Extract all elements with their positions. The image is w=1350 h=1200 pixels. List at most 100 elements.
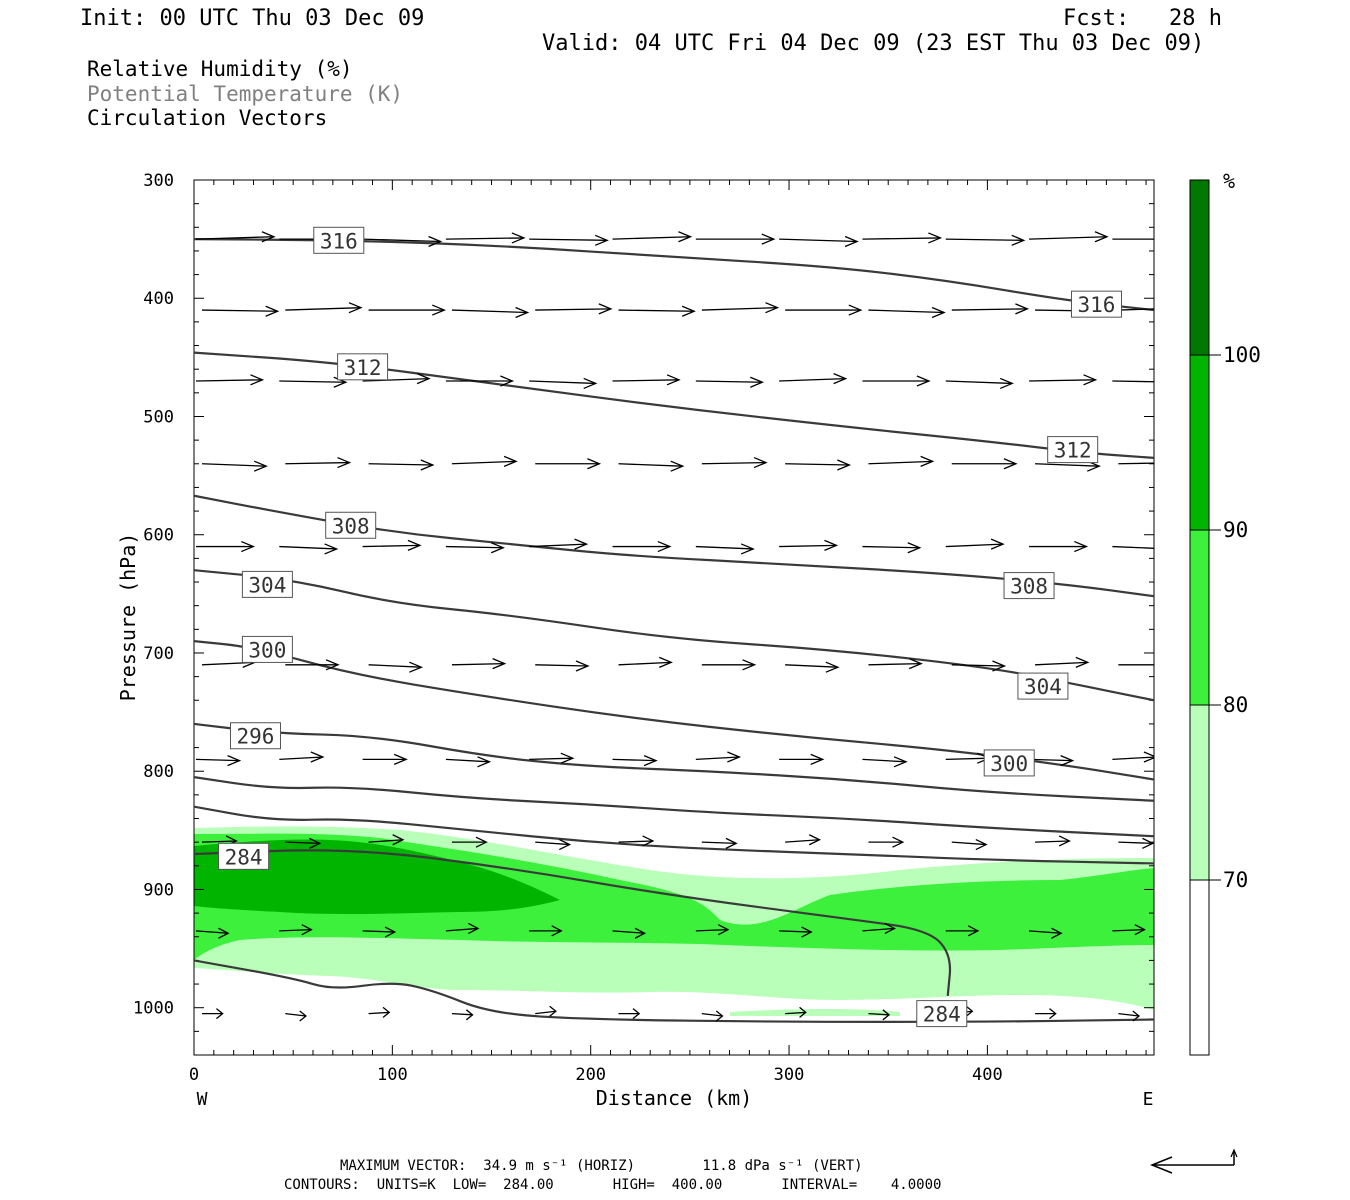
vector-shaft bbox=[862, 545, 920, 549]
x-tick-label: 300 bbox=[774, 1065, 805, 1085]
circulation-vector bbox=[279, 376, 348, 388]
vector-shaft bbox=[1035, 840, 1070, 843]
vector-shaft bbox=[1118, 462, 1154, 465]
circulation-vector bbox=[285, 837, 322, 849]
circulation-vector bbox=[1118, 458, 1183, 468]
circulation-vector bbox=[612, 754, 658, 767]
vector-shaft bbox=[779, 377, 846, 382]
vector-shaft bbox=[535, 664, 588, 667]
vector-head bbox=[490, 542, 505, 554]
vector-shaft bbox=[695, 756, 740, 761]
contour-label: 304 bbox=[1024, 675, 1062, 699]
circulation-vector bbox=[529, 234, 609, 246]
circulation-vector bbox=[785, 834, 822, 846]
vector-shaft bbox=[785, 839, 820, 843]
vector-head bbox=[848, 304, 863, 316]
valid-time: Valid: 04 UTC Fri 04 Dec 09 (23 EST Thu … bbox=[542, 31, 1205, 56]
circulation-vector bbox=[535, 458, 602, 470]
circulation-vector bbox=[862, 375, 931, 387]
vector-head bbox=[810, 753, 825, 765]
vector-shaft bbox=[285, 841, 320, 845]
vector-shaft bbox=[701, 1012, 723, 1017]
vector-shaft bbox=[535, 1010, 556, 1015]
vector-shaft bbox=[701, 461, 767, 465]
vector-head bbox=[253, 460, 268, 472]
init-time: Init: 00 UTC Thu 03 Dec 09 bbox=[80, 6, 425, 31]
circulation-vector bbox=[701, 302, 780, 314]
circulation-vector bbox=[1118, 308, 1154, 311]
vector-head bbox=[250, 374, 265, 386]
vector-head bbox=[384, 926, 397, 938]
circulation-vector bbox=[285, 1010, 307, 1022]
vector-head bbox=[574, 538, 589, 550]
vector-shaft bbox=[951, 308, 1028, 311]
circulation-vector bbox=[1029, 374, 1098, 386]
vector-head bbox=[492, 657, 507, 670]
circulation-vector bbox=[695, 751, 742, 763]
circulation-vector bbox=[1112, 924, 1146, 936]
vector-shaft bbox=[951, 841, 987, 846]
theta-contour-288 bbox=[194, 805, 1154, 865]
circulation-vector bbox=[196, 540, 255, 553]
circulation-vector bbox=[695, 924, 730, 936]
vector-shaft bbox=[945, 380, 1013, 385]
vector-shaft bbox=[195, 930, 229, 934]
contour-label: 284 bbox=[225, 845, 263, 869]
vector-head bbox=[642, 835, 655, 847]
vector-head bbox=[833, 373, 848, 385]
vector-shaft bbox=[368, 664, 422, 668]
circulation-vector bbox=[1029, 540, 1089, 553]
contour-label: 312 bbox=[1054, 439, 1092, 463]
legend-potential-temperature: Potential Temperature (K) bbox=[87, 82, 404, 106]
y-axis-label: Pressure (hPa) bbox=[116, 533, 140, 702]
circulation-vector bbox=[862, 232, 943, 244]
vector-head bbox=[598, 303, 613, 315]
y-tick-labels: 300 400 500 600 700 800 900 1000 bbox=[133, 171, 174, 1019]
vector-head bbox=[715, 1010, 724, 1022]
contour-label-box bbox=[1017, 672, 1069, 700]
vector-shaft bbox=[201, 463, 267, 467]
vector-head bbox=[844, 235, 859, 248]
vector-head bbox=[310, 751, 325, 763]
vector-head bbox=[884, 922, 896, 935]
circulation-vector bbox=[701, 659, 757, 671]
vector-shaft bbox=[701, 841, 737, 845]
circulation-vector bbox=[1029, 754, 1075, 767]
vector-shaft bbox=[445, 545, 504, 549]
circulation-vector bbox=[779, 373, 848, 385]
vector-head bbox=[659, 656, 673, 668]
circulation-vector bbox=[612, 374, 681, 386]
contour-label: 308 bbox=[332, 514, 370, 538]
circulation-vector bbox=[612, 540, 672, 553]
vector-head bbox=[337, 456, 352, 469]
vector-head bbox=[1083, 374, 1098, 386]
vector-head bbox=[643, 754, 658, 767]
x-tick-label: 200 bbox=[575, 1065, 606, 1085]
vector-shaft bbox=[868, 460, 933, 465]
vector-shaft bbox=[1112, 545, 1154, 549]
vector-head bbox=[1171, 458, 1183, 468]
vector-head bbox=[551, 925, 563, 937]
colorbar-segment bbox=[1190, 180, 1209, 355]
vector-head bbox=[503, 455, 518, 467]
vector-head bbox=[241, 540, 255, 553]
vector-head bbox=[965, 1005, 974, 1017]
vector-shaft bbox=[368, 839, 404, 843]
vector-head bbox=[1015, 303, 1030, 315]
vector-shaft bbox=[195, 379, 263, 382]
circulation-vector bbox=[362, 235, 443, 248]
circulation-vector bbox=[1118, 660, 1171, 670]
vector-head bbox=[799, 1006, 807, 1018]
vector-head bbox=[666, 374, 681, 386]
vector-head bbox=[299, 1010, 307, 1022]
vector-head bbox=[928, 232, 943, 244]
circulation-vector bbox=[535, 303, 613, 315]
circulation-vector bbox=[201, 460, 268, 472]
circulation-vector bbox=[195, 374, 265, 386]
vector-shaft bbox=[868, 1012, 890, 1016]
vector-head bbox=[824, 539, 839, 551]
vector-head bbox=[265, 305, 280, 317]
vector-head bbox=[882, 1009, 891, 1021]
vector-head bbox=[1159, 660, 1171, 670]
circulation-vector bbox=[201, 305, 280, 317]
